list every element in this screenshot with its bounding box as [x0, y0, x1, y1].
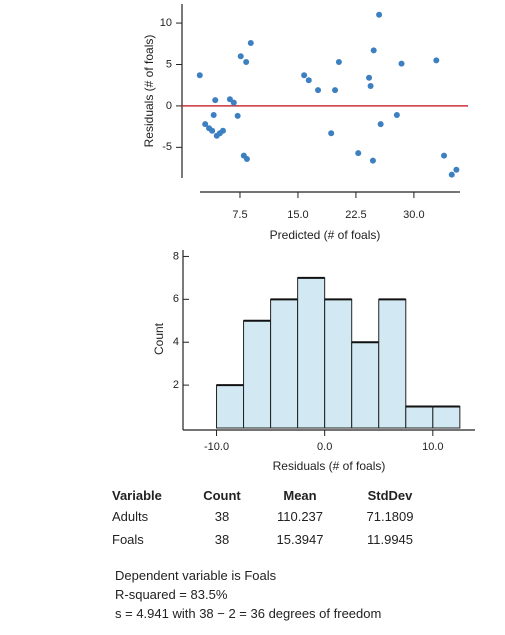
- point: [210, 112, 217, 119]
- point: [301, 72, 308, 79]
- point: [448, 171, 455, 178]
- y-axis-label: Count: [152, 322, 166, 355]
- column-header: Count: [203, 488, 241, 503]
- point: [196, 72, 203, 79]
- note-line: Dependent variable is Foals: [115, 568, 277, 583]
- point: [377, 121, 384, 128]
- table-cell: Foals: [112, 532, 144, 547]
- bar: [432, 406, 461, 429]
- y-tick-label: 4: [173, 336, 179, 348]
- bar: [243, 320, 272, 429]
- point: [230, 99, 237, 106]
- x-axis-label: Residuals (# of foals): [273, 459, 386, 473]
- x-tick-label: 22.5: [345, 209, 366, 221]
- column-header: StdDev: [367, 488, 413, 503]
- y-tick-label: 2: [173, 379, 179, 391]
- table-cell: 71.1809: [366, 509, 414, 524]
- point: [243, 59, 250, 65]
- point: [315, 87, 322, 94]
- notes: Dependent variable is Foals R-squared = 8…: [115, 566, 381, 623]
- table-cell: 11.9945: [366, 532, 414, 547]
- column-header: Variable: [112, 488, 162, 503]
- note-line: R-squared = 83.5%: [115, 587, 228, 602]
- point: [243, 155, 250, 162]
- table-cell: 110.237: [276, 509, 324, 524]
- x-tick-label: 15.0: [287, 209, 308, 221]
- point: [234, 112, 241, 119]
- x-tick-label: -10.0: [204, 441, 229, 453]
- point: [212, 97, 219, 104]
- point: [366, 74, 373, 81]
- y-axis-label: Residuals (# of foals): [142, 35, 156, 148]
- table-cell: 38: [214, 509, 230, 524]
- point: [209, 127, 216, 134]
- y-tick-label: 10: [160, 17, 172, 29]
- bar: [405, 406, 434, 429]
- note-line: s = 4.941 with 38 − 2 = 36 degrees of fr…: [115, 606, 382, 621]
- y-tick-label: 8: [173, 250, 179, 262]
- header-row: Variable Count Mean StdDev: [112, 486, 430, 505]
- table-cell: 15.3947: [276, 532, 324, 547]
- point: [247, 39, 254, 46]
- table-cell: Adults: [112, 509, 149, 524]
- point: [367, 83, 374, 90]
- bar: [297, 277, 326, 429]
- point: [398, 60, 405, 67]
- point: [453, 166, 460, 173]
- y-tick-label: -5: [162, 141, 172, 153]
- bar: [270, 298, 299, 429]
- y-tick-label: 0: [166, 100, 172, 112]
- x-tick-label: 10.0: [422, 441, 443, 453]
- column-header: Mean: [283, 488, 317, 503]
- point: [369, 157, 376, 164]
- bar: [324, 298, 353, 429]
- x-tick-label: 30.0: [403, 209, 424, 221]
- point: [202, 121, 209, 128]
- point: [332, 87, 339, 94]
- y-tick-label: 6: [173, 293, 179, 305]
- point: [433, 57, 440, 64]
- point: [376, 11, 383, 18]
- x-axis-label: Predicted (# of foals): [270, 228, 381, 242]
- point: [305, 77, 312, 84]
- point: [237, 53, 244, 60]
- y-tick-label: 5: [166, 58, 172, 70]
- x-tick-label: 7.5: [232, 209, 247, 221]
- point: [393, 112, 400, 119]
- table-body: Adults 38 110.237 71.1809 Foals 38 15.3947 11.9…: [112, 505, 430, 551]
- table-row: Adults 38 110.237 71.1809: [112, 505, 430, 528]
- summary-table: Variable Count Mean StdDev Adults 38 110.237 7…: [112, 486, 430, 551]
- bar: [216, 384, 245, 429]
- bar: [378, 298, 407, 429]
- point: [328, 130, 335, 137]
- table-row: Foals 38 15.3947 11.9945: [112, 528, 430, 551]
- point: [335, 59, 342, 65]
- point: [370, 47, 377, 54]
- point: [219, 127, 226, 134]
- x-tick-label: 0.0: [317, 441, 332, 453]
- charts: -5 0 5 10 7.5 15.0 22.5 30.0 Residuals (# of foa…: [142, 4, 475, 473]
- bar: [351, 341, 380, 429]
- table-cell: 38: [214, 532, 230, 547]
- point: [441, 152, 448, 159]
- point: [355, 150, 362, 157]
